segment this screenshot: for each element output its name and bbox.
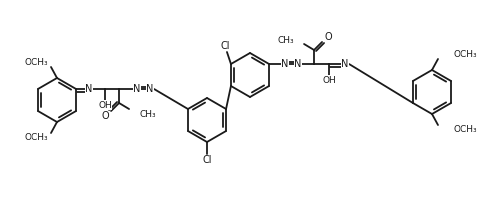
Text: N: N [281, 59, 289, 69]
Text: OH: OH [98, 100, 112, 110]
Text: Cl: Cl [220, 41, 230, 51]
Text: OCH₃: OCH₃ [453, 49, 477, 59]
Text: O: O [101, 111, 109, 121]
Text: O: O [324, 32, 332, 42]
Text: N: N [133, 84, 141, 94]
Text: OCH₃: OCH₃ [24, 134, 48, 142]
Text: OCH₃: OCH₃ [24, 58, 48, 67]
Text: N: N [341, 59, 349, 69]
Text: Cl: Cl [202, 155, 212, 165]
Text: N: N [294, 59, 302, 69]
Text: OCH₃: OCH₃ [453, 125, 477, 135]
Text: CH₃: CH₃ [139, 110, 156, 119]
Text: CH₃: CH₃ [277, 35, 294, 45]
Text: N: N [146, 84, 154, 94]
Text: OH: OH [322, 75, 336, 85]
Text: N: N [85, 84, 93, 94]
